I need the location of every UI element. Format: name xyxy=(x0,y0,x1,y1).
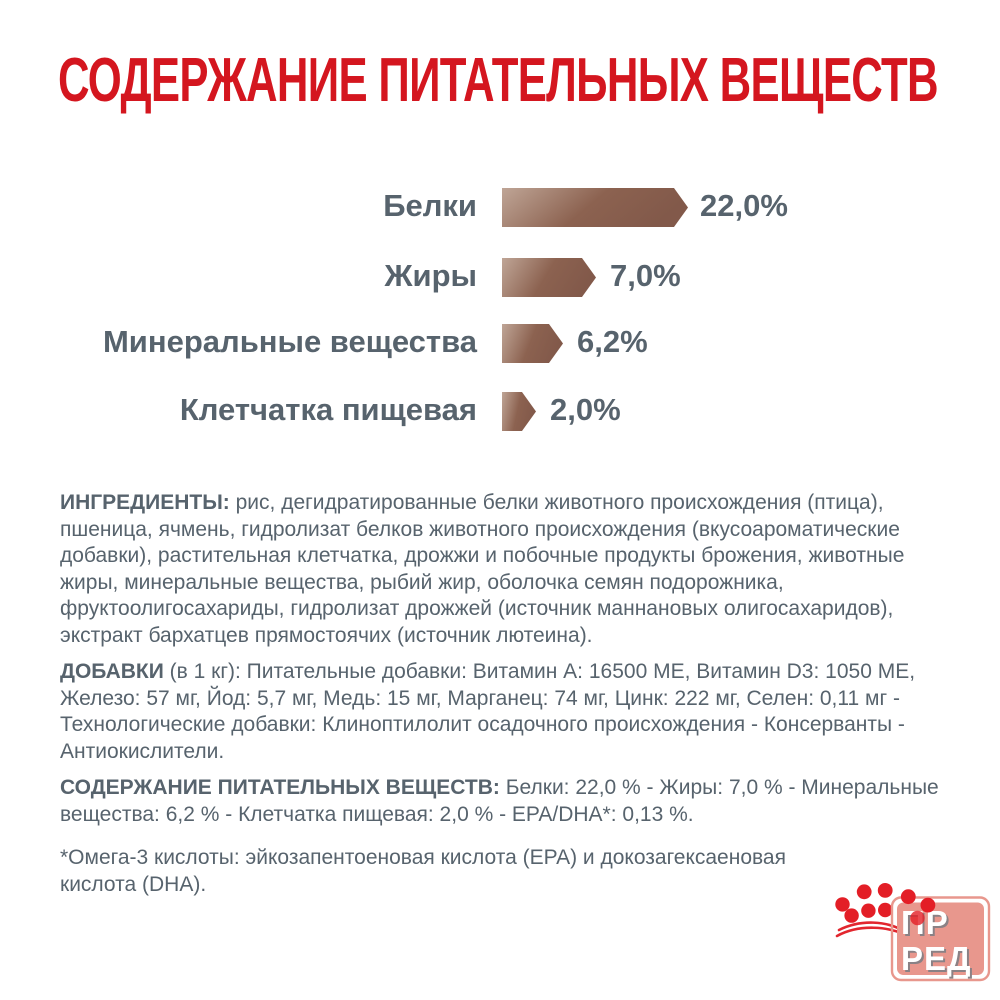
svg-text:РЕД: РЕД xyxy=(901,940,972,977)
